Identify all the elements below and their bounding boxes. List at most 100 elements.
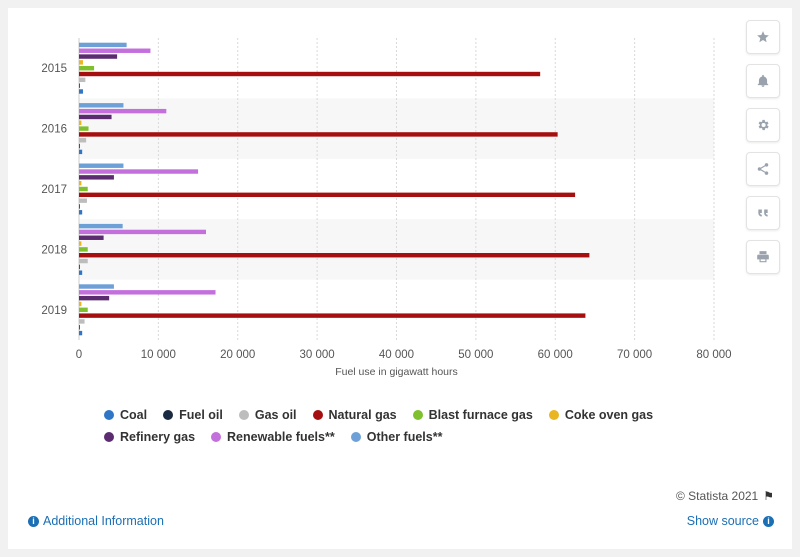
show-source-label: Show source (686, 514, 759, 528)
notification-button[interactable] (746, 64, 780, 98)
chart: 2015 2016 2017 2018 2019 0 10 000 20 000 30 000 4… (41, 38, 732, 378)
category-label: 2015 (41, 63, 67, 75)
bar (79, 83, 80, 88)
category-label: 2018 (41, 244, 67, 256)
legend-item[interactable]: Refinery gas (104, 430, 195, 444)
x-axis-title: Fuel use in gigawatt hours (335, 366, 458, 378)
bar (79, 204, 80, 209)
legend-row: Refinery gas Renewable fuels** Other fuels… (104, 426, 724, 448)
star-icon (757, 31, 769, 43)
bar (79, 270, 83, 275)
bar (79, 247, 88, 252)
statista-credit: © Statista 2021 ⚑ (676, 489, 774, 503)
bar (79, 48, 151, 53)
bar (79, 54, 118, 59)
bar (79, 223, 123, 229)
bar (79, 241, 82, 246)
bar (79, 229, 206, 235)
legend-label: Other fuels** (366, 430, 443, 444)
bar (79, 103, 124, 108)
bar (79, 325, 80, 330)
flag-icon: ⚑ (763, 489, 774, 503)
chart-legend: Coal Fuel oil Gas oil Natural gas Blast furn… (104, 404, 724, 448)
bar (79, 313, 586, 318)
legend-label: Blast furnace gas (428, 408, 533, 422)
legend-label: Renewable fuels** (227, 430, 335, 444)
bar (79, 77, 86, 83)
legend-item[interactable]: Blast furnace gas (412, 408, 533, 422)
bar (79, 235, 104, 240)
legend-item[interactable]: Other fuels** (350, 430, 443, 444)
credit-text: © Statista 2021 (676, 489, 759, 503)
legend-label: Coal (120, 408, 148, 422)
legend-item[interactable]: Gas oil (238, 408, 297, 422)
category-band (79, 98, 714, 159)
bar (79, 108, 167, 114)
bar (79, 198, 87, 203)
legend-item[interactable]: Renewable fuels** (211, 430, 335, 444)
settings-button[interactable] (746, 108, 780, 142)
bar (79, 192, 576, 198)
legend-item[interactable]: Fuel oil (163, 408, 223, 422)
bar (79, 210, 83, 215)
legend-item[interactable]: Coal (104, 408, 147, 422)
bar (79, 114, 112, 120)
legend-marker (350, 432, 361, 442)
legend-item[interactable]: Natural gas (312, 408, 397, 422)
info-icon: i (763, 515, 774, 527)
share-icon (757, 163, 769, 175)
additional-information-link[interactable]: i Additional Information (28, 514, 164, 528)
bar (79, 180, 82, 186)
category-label: 2016 (41, 124, 67, 136)
bar (79, 149, 83, 155)
show-source-link[interactable]: Show source i (687, 514, 774, 528)
legend-label: Coke oven gas (564, 408, 654, 422)
x-tick-label: 70 000 (617, 349, 652, 361)
bar (79, 264, 80, 270)
category-label: 2019 (41, 305, 67, 317)
legend-marker (104, 410, 114, 420)
bar (79, 65, 95, 71)
x-tick-label: 80 000 (696, 349, 731, 361)
favorite-button[interactable] (746, 20, 780, 54)
legend-row: Coal Fuel oil Gas oil Natural gas Blast furn… (104, 404, 724, 426)
side-toolbar (746, 20, 780, 284)
quote-icon (758, 209, 768, 217)
legend-marker (238, 410, 249, 420)
bar (79, 186, 88, 192)
bar (79, 175, 114, 180)
bar (79, 290, 216, 295)
bar (79, 253, 590, 258)
bar (79, 295, 110, 301)
legend-item[interactable]: Coke oven gas (548, 408, 654, 422)
print-icon (757, 251, 769, 263)
legend-label: Fuel oil (179, 408, 223, 422)
legend-marker (312, 410, 323, 420)
print-button[interactable] (746, 240, 780, 274)
legend-label: Gas oil (254, 408, 297, 422)
x-tick-label: 30 000 (300, 349, 335, 361)
x-tick-label: 60 000 (538, 349, 573, 361)
bar (79, 330, 83, 336)
bell-icon (757, 74, 769, 87)
legend-marker (104, 432, 114, 442)
legend-marker (412, 410, 423, 420)
x-tick-label: 0 (76, 349, 82, 361)
bar (79, 132, 558, 137)
bar (79, 60, 83, 65)
category-band (79, 219, 714, 280)
additional-information-label: Additional Information (43, 514, 164, 528)
bar (79, 307, 88, 313)
x-tick-label: 50 000 (458, 349, 493, 361)
cite-button[interactable] (746, 196, 780, 230)
legend-label: Natural gas (328, 408, 397, 422)
bar (79, 89, 83, 94)
bar (79, 42, 127, 48)
share-button[interactable] (746, 152, 780, 186)
legend-marker (163, 410, 174, 420)
bar (79, 126, 89, 131)
x-tick-label: 20 000 (220, 349, 255, 361)
bar (79, 301, 82, 307)
x-tick-label: 40 000 (379, 349, 414, 361)
bar (79, 319, 85, 324)
